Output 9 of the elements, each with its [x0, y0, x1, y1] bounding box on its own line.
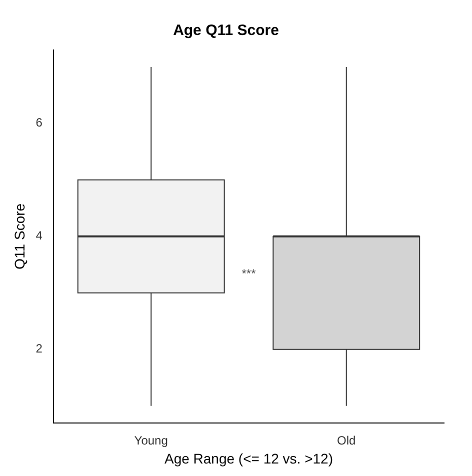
chart-title: Age Q11 Score — [173, 22, 279, 40]
y-tick-label: 4 — [36, 228, 43, 243]
x-tick-label: Young — [134, 433, 168, 448]
annotation: *** — [242, 266, 256, 281]
x-axis-title: Age Range (<= 12 vs. >12) — [164, 450, 333, 466]
x-tick-label: Old — [337, 433, 356, 448]
y-tick-label: 6 — [36, 116, 43, 130]
y-tick-label: 2 — [36, 342, 43, 356]
y-axis-title: Q11 Score — [11, 203, 28, 270]
